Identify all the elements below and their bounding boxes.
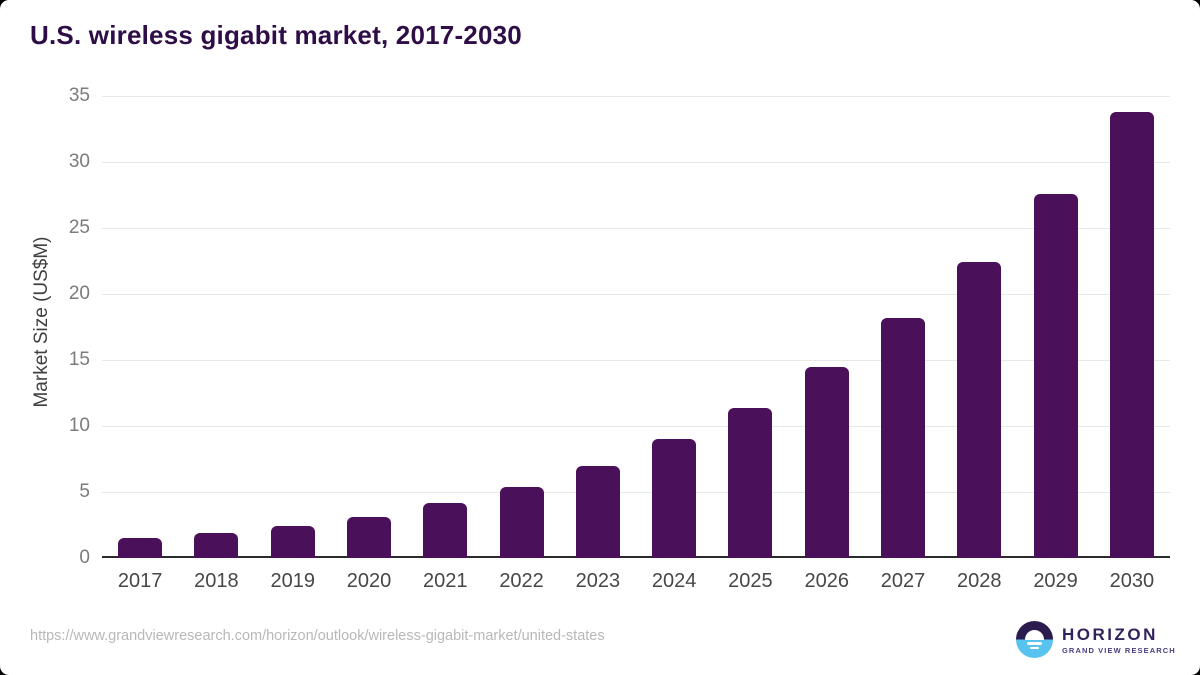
gridline xyxy=(102,425,1170,427)
y-tick-label-10: 10 xyxy=(68,415,90,436)
bar-2026 xyxy=(804,366,849,558)
x-tick-label-2023: 2023 xyxy=(575,570,621,592)
y-tick-label-15: 15 xyxy=(68,349,90,370)
gridline xyxy=(102,491,1170,493)
bar-2020 xyxy=(347,517,391,558)
x-tick-label-2025: 2025 xyxy=(728,570,773,592)
page-title: U.S. wireless gigabit market, 2017-2030 xyxy=(30,20,522,50)
x-tick-label-2021: 2021 xyxy=(423,570,468,592)
source-url: https://www.grandviewresearch.com/horizo… xyxy=(30,628,605,644)
x-tick-label-2027: 2027 xyxy=(880,570,926,592)
y-axis-title: Market Size (US$M) xyxy=(31,236,52,408)
plot-area: 0 5 10 15 20 25 30 35 2017 2018 2019 2020 2021 2022 20… xyxy=(69,86,1170,592)
gridline xyxy=(102,293,1170,295)
bar-2029 xyxy=(1033,193,1078,558)
bar-2018 xyxy=(194,532,239,558)
bar-2017 xyxy=(118,538,163,558)
x-tick-label-2017: 2017 xyxy=(117,570,163,592)
logo-name: HORIZON xyxy=(1062,624,1158,644)
bar-2019 xyxy=(270,526,315,558)
bar-2025 xyxy=(728,407,773,558)
x-tick-label-2020: 2020 xyxy=(346,570,392,592)
gridline xyxy=(102,227,1170,229)
bar-2023 xyxy=(575,465,620,558)
bar-2024 xyxy=(652,439,697,558)
y-tick-label-0: 0 xyxy=(79,547,90,568)
x-tick-label-2030: 2030 xyxy=(1109,570,1155,592)
x-tick-label-2028: 2028 xyxy=(957,570,1002,592)
x-tick-label-2026: 2026 xyxy=(804,570,849,592)
horizon-logo-icon xyxy=(1016,621,1053,658)
logo-subtitle: GRAND VIEW RESEARCH xyxy=(1062,645,1176,655)
x-axis-line xyxy=(102,556,1170,558)
x-tick-label-2024: 2024 xyxy=(651,570,697,592)
horizon-logo: HORIZON GRAND VIEW RESEARCH xyxy=(1016,621,1176,658)
bar-2022 xyxy=(499,486,544,558)
x-tick-label-2018: 2018 xyxy=(194,570,239,592)
y-tick-label-25: 25 xyxy=(68,217,90,238)
bar-2027 xyxy=(881,317,925,558)
sun-icon xyxy=(1025,630,1044,640)
wave-icon xyxy=(1030,647,1039,649)
gridline xyxy=(102,161,1170,163)
y-tick-label-30: 30 xyxy=(68,151,90,172)
gridline xyxy=(102,359,1170,361)
y-tick-label-5: 5 xyxy=(79,481,90,502)
y-tick-label-35: 35 xyxy=(68,85,90,106)
x-tick-label-2022: 2022 xyxy=(499,570,544,592)
logo-text: HORIZON GRAND VIEW RESEARCH xyxy=(1062,625,1176,655)
wave-icon xyxy=(1027,642,1042,645)
x-tick-label-2029: 2029 xyxy=(1033,570,1078,592)
x-tick-label-2019: 2019 xyxy=(270,570,315,592)
gridline xyxy=(102,95,1170,97)
bar-2028 xyxy=(957,262,1002,558)
bar-2021 xyxy=(423,502,468,558)
bar-2030 xyxy=(1109,111,1154,558)
y-tick-label-20: 20 xyxy=(68,283,90,304)
